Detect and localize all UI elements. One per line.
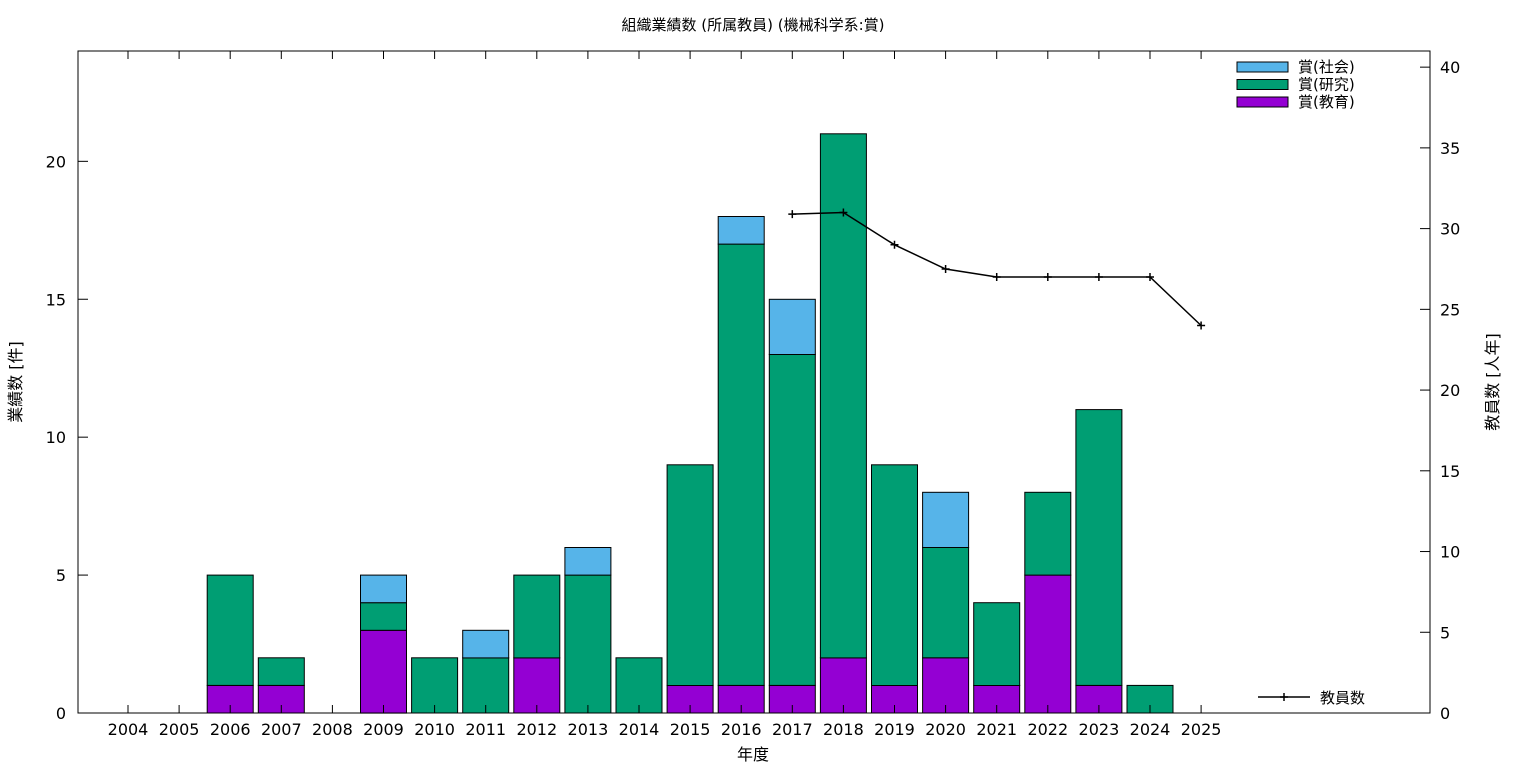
bar-segment-2013-s2 xyxy=(564,547,612,576)
legend-label-s1: 賞(研究) xyxy=(1298,76,1355,94)
bar-segment-2007-s1 xyxy=(257,657,305,686)
x-tick-label-2018: 2018 xyxy=(823,720,864,739)
x-tick-label-2004: 2004 xyxy=(108,720,149,739)
bar-segment-2011-s2 xyxy=(462,629,510,659)
bar-segment-2016-s1 xyxy=(717,243,765,686)
legend-swatch-s2 xyxy=(1236,61,1289,73)
legend-swatch-s0 xyxy=(1236,96,1289,108)
bar-segment-2017-s2 xyxy=(768,298,816,355)
x-tick-label-2014: 2014 xyxy=(619,720,660,739)
bar-segment-2009-s2 xyxy=(360,574,407,604)
bar-segment-2012-s0 xyxy=(513,657,561,714)
legend-label-s0: 賞(教育) xyxy=(1298,93,1355,111)
legend-label-s2: 賞(社会) xyxy=(1298,58,1355,76)
y2-tick-label-20: 20 xyxy=(1440,381,1460,400)
x-axis-label: 年度 xyxy=(737,745,769,764)
line-point-2019 xyxy=(890,240,899,249)
x-tick-label-2021: 2021 xyxy=(976,720,1017,739)
bar-segment-2011-s1 xyxy=(462,657,510,714)
y2-tick-label-25: 25 xyxy=(1440,300,1460,319)
x-tick-label-2008: 2008 xyxy=(312,720,353,739)
bar-segment-2015-s1 xyxy=(666,464,714,686)
y-tick-label-20: 20 xyxy=(46,152,66,171)
bar-segment-2017-s1 xyxy=(768,353,816,686)
bar-segment-2018-s1 xyxy=(819,133,867,659)
x-tick-label-2006: 2006 xyxy=(210,720,251,739)
y2-axis-label: 教員数 [人年] xyxy=(1483,333,1502,431)
bar-segment-2009-s0 xyxy=(360,629,407,714)
bar-segment-2020-s2 xyxy=(922,491,970,548)
y2-tick-label-0: 0 xyxy=(1440,704,1450,723)
bar-segment-2020-s1 xyxy=(922,547,970,659)
legend-label-line: 教員数 xyxy=(1320,689,1365,707)
line-point-2020 xyxy=(941,264,950,273)
bar-segment-2022-s1 xyxy=(1024,491,1072,576)
bar-segment-2016-s2 xyxy=(717,216,765,245)
bar-segment-2020-s0 xyxy=(922,657,970,714)
x-tick-label-2019: 2019 xyxy=(874,720,915,739)
bar-segment-2009-s1 xyxy=(360,602,407,631)
line-layer xyxy=(788,208,1206,330)
x-tick-label-2017: 2017 xyxy=(772,720,813,739)
line-point-2017 xyxy=(788,210,797,219)
y2-tick-label-40: 40 xyxy=(1440,58,1460,77)
line-point-2023 xyxy=(1094,273,1103,282)
bar-segment-2021-s1 xyxy=(973,602,1021,687)
line-point-2021 xyxy=(992,273,1001,282)
y-tick-label-10: 10 xyxy=(46,428,66,447)
x-tick-label-2010: 2010 xyxy=(414,720,455,739)
x-tick-label-2005: 2005 xyxy=(159,720,200,739)
line-point-2022 xyxy=(1043,273,1052,282)
line-point-2018 xyxy=(839,208,848,217)
chart-title: 組織業績数 (所属教員) (機械科学系:賞) xyxy=(622,16,885,34)
legend-swatch-s1 xyxy=(1236,79,1289,90)
bar-segment-2022-s0 xyxy=(1024,574,1072,714)
bar-segment-2018-s0 xyxy=(819,657,867,714)
x-tick-label-2009: 2009 xyxy=(363,720,404,739)
legend: 賞(社会)賞(研究)賞(教育) 教員数 xyxy=(1236,58,1365,707)
x-tick-label-2025: 2025 xyxy=(1181,720,1222,739)
y2-tick-labels: 0 5 10 15 20 25 30 35 40 xyxy=(1440,58,1460,723)
bar-segment-2010-s1 xyxy=(411,657,459,714)
x-tick-label-2024: 2024 xyxy=(1130,720,1171,739)
x-tick-label-2011: 2011 xyxy=(465,720,506,739)
y-tick-labels: 0 5 10 15 20 xyxy=(46,152,66,723)
x-tick-label-2016: 2016 xyxy=(721,720,762,739)
x-tick-label-2023: 2023 xyxy=(1079,720,1120,739)
x-tick-label-2020: 2020 xyxy=(925,720,966,739)
x-tick-label-2022: 2022 xyxy=(1027,720,1068,739)
y2-tick-label-10: 10 xyxy=(1440,543,1460,562)
x-tick-label-2007: 2007 xyxy=(261,720,302,739)
y-tick-label-5: 5 xyxy=(56,566,66,585)
y-tick-label-0: 0 xyxy=(56,704,66,723)
x-tick-label-2013: 2013 xyxy=(568,720,609,739)
y2-tick-label-35: 35 xyxy=(1440,139,1460,158)
x-tick-label-2012: 2012 xyxy=(516,720,557,739)
ticks-layer xyxy=(78,51,1430,714)
y2-tick-label-15: 15 xyxy=(1440,462,1460,481)
line-point-2025 xyxy=(1197,321,1206,330)
legend-line-marker xyxy=(1280,693,1288,701)
y-axis-label: 業績数 [件] xyxy=(6,341,25,423)
y-tick-label-15: 15 xyxy=(46,290,66,309)
bar-segment-2012-s1 xyxy=(513,574,561,659)
bar-segment-2023-s1 xyxy=(1075,409,1123,686)
y2-tick-label-5: 5 xyxy=(1440,623,1450,642)
bar-segment-2013-s1 xyxy=(564,574,612,714)
plot-frame xyxy=(77,50,1431,714)
bar-segment-2019-s1 xyxy=(871,464,918,686)
bar-segment-2014-s1 xyxy=(615,657,663,714)
line-point-2024 xyxy=(1146,273,1154,282)
bar-segment-2006-s1 xyxy=(206,574,254,686)
x-tick-labels: 2004 2005 2006 2007 2008 2009 2010 2011 2012 2013… xyxy=(108,720,1222,739)
y2-tick-label-30: 30 xyxy=(1440,220,1460,239)
bars-layer xyxy=(206,133,1174,714)
x-tick-label-2015: 2015 xyxy=(670,720,711,739)
